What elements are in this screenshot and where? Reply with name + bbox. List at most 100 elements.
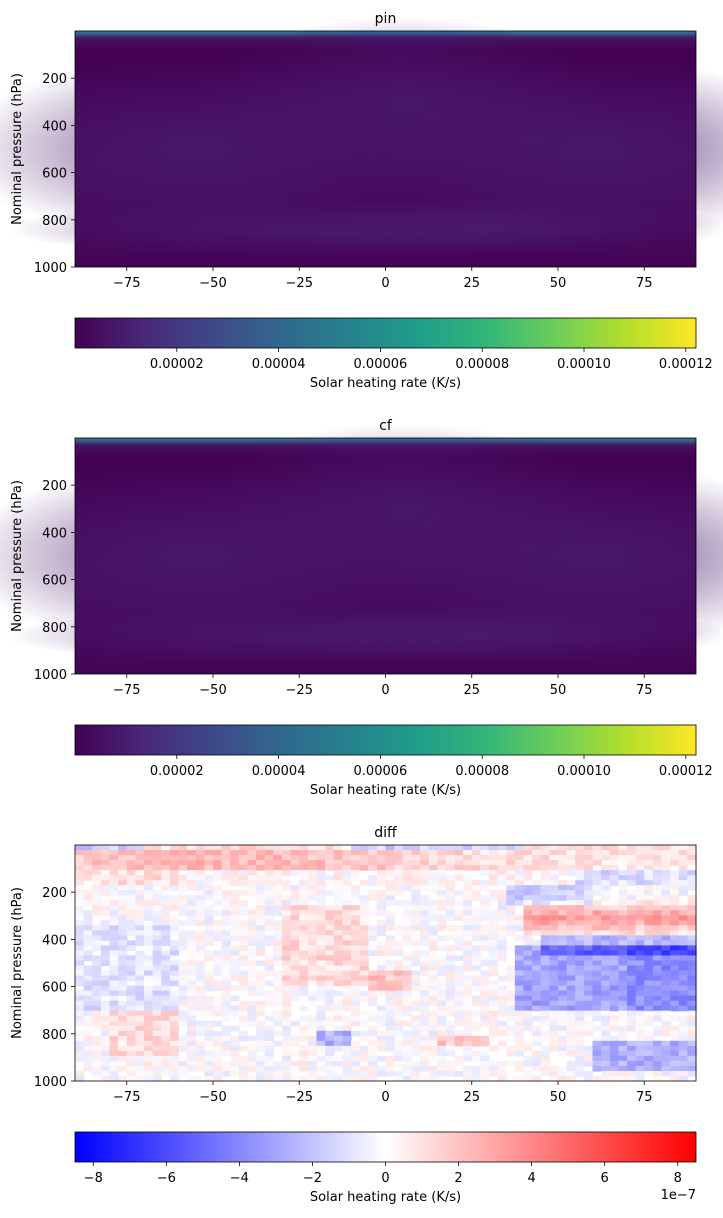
heatmap-cell — [204, 1005, 214, 1012]
heatmap-cell — [549, 970, 559, 977]
heatmap-cell — [411, 1060, 421, 1067]
heatmap-cell — [213, 965, 223, 972]
heatmap-cell — [342, 855, 352, 861]
heatmap-cell — [514, 945, 525, 952]
heatmap-cell — [635, 885, 645, 891]
heatmap-cell — [238, 850, 249, 856]
heatmap-cell — [549, 895, 559, 901]
heatmap-cell — [411, 880, 421, 886]
heatmap-cell — [566, 890, 576, 896]
heatmap-cell — [230, 1045, 240, 1052]
heatmap-cell — [126, 1045, 136, 1052]
heatmap-cell — [687, 875, 697, 881]
heatmap-cell — [126, 910, 136, 916]
heatmap-cell — [187, 975, 197, 982]
heatmap-cell — [195, 875, 205, 881]
heatmap-cell — [480, 1020, 490, 1027]
heatmap-cell — [558, 965, 568, 972]
heatmap-cell — [601, 1060, 611, 1067]
heatmap-cell — [523, 900, 533, 906]
heatmap-cell — [351, 1055, 361, 1062]
heatmap-cell — [316, 1010, 326, 1017]
heatmap-cell — [256, 1040, 266, 1047]
heatmap-cell — [195, 860, 205, 866]
heatmap-cell — [342, 990, 352, 997]
heatmap-cell — [514, 1045, 525, 1052]
colorbar-tick-label: 0.00012 — [659, 357, 713, 372]
heatmap-cell — [592, 885, 602, 891]
heatmap-cell — [368, 910, 378, 916]
heatmap-cell — [204, 930, 214, 936]
heatmap-cell — [247, 955, 257, 962]
heatmap-cell — [385, 1035, 395, 1042]
heatmap-cell — [178, 895, 188, 901]
heatmap-cell — [169, 1020, 180, 1027]
heatmap-cell — [316, 965, 326, 972]
heatmap-cell — [618, 1030, 628, 1037]
heatmap-cell — [463, 990, 473, 997]
heatmap-cell — [299, 1015, 309, 1022]
heatmap-cell — [247, 1065, 257, 1072]
heatmap-cell — [661, 985, 671, 992]
heatmap-cell — [126, 870, 136, 876]
heatmap-cell — [627, 915, 637, 921]
x-tick-label: −25 — [286, 683, 313, 698]
heatmap-cell — [83, 995, 93, 1002]
heatmap-cell — [558, 950, 568, 957]
heatmap-cell — [532, 960, 542, 967]
heatmap-cell — [627, 1075, 637, 1082]
heatmap-cell — [575, 1040, 585, 1047]
heatmap-cell — [592, 870, 602, 876]
heatmap-cell — [100, 875, 111, 881]
heatmap-cell — [118, 1025, 128, 1032]
heatmap-cell — [299, 910, 309, 916]
heatmap-cell — [411, 925, 421, 931]
heatmap-cell — [454, 1035, 464, 1042]
heatmap-cell — [480, 940, 490, 947]
heatmap-cell — [609, 1020, 619, 1027]
heatmap-cell — [463, 1000, 473, 1007]
heatmap-cell — [463, 985, 473, 992]
heatmap-cell — [75, 1020, 85, 1027]
heatmap-cell — [402, 980, 412, 987]
heatmap-cell — [592, 995, 602, 1002]
heatmap-cell — [359, 1030, 369, 1037]
heatmap-cell — [161, 980, 171, 987]
heatmap-cell — [540, 940, 550, 947]
heatmap-cell — [471, 945, 481, 952]
heatmap-cell — [92, 1000, 102, 1007]
heatmap-cell — [661, 1040, 671, 1047]
heatmap-cell — [497, 870, 507, 876]
heatmap-cell — [83, 985, 93, 992]
heatmap-cell — [661, 955, 671, 962]
heatmap-cell — [394, 970, 404, 977]
heatmap-cell — [385, 915, 395, 921]
heatmap-cell — [282, 920, 292, 926]
heatmap-cell — [644, 990, 654, 997]
heatmap-cell — [575, 890, 585, 896]
heatmap-cell — [135, 850, 145, 856]
heatmap-field — [0, 16, 723, 267]
heatmap-cell — [497, 865, 507, 871]
heatmap-cell — [601, 935, 611, 941]
heatmap-cell — [299, 1050, 309, 1057]
heatmap-cell — [273, 955, 283, 962]
heatmap-cell — [549, 925, 559, 931]
heatmap-cell — [420, 1060, 430, 1067]
heatmap-cell — [394, 930, 404, 936]
heatmap-cell — [213, 1065, 223, 1072]
heatmap-cell — [195, 1045, 205, 1052]
heatmap-cell — [385, 1060, 395, 1067]
heatmap-cell — [411, 900, 421, 906]
heatmap-cell — [454, 850, 464, 856]
heatmap-cell — [678, 1060, 688, 1067]
heatmap-cell — [661, 995, 671, 1002]
heatmap-cell — [83, 990, 93, 997]
heatmap-cell — [661, 875, 671, 881]
heatmap-cell — [532, 1035, 542, 1042]
heatmap-cell — [480, 945, 490, 952]
heatmap-cell — [532, 1000, 542, 1007]
heatmap-cell — [463, 1045, 473, 1052]
heatmap-cell — [135, 930, 145, 936]
heatmap-cell — [514, 1075, 525, 1082]
